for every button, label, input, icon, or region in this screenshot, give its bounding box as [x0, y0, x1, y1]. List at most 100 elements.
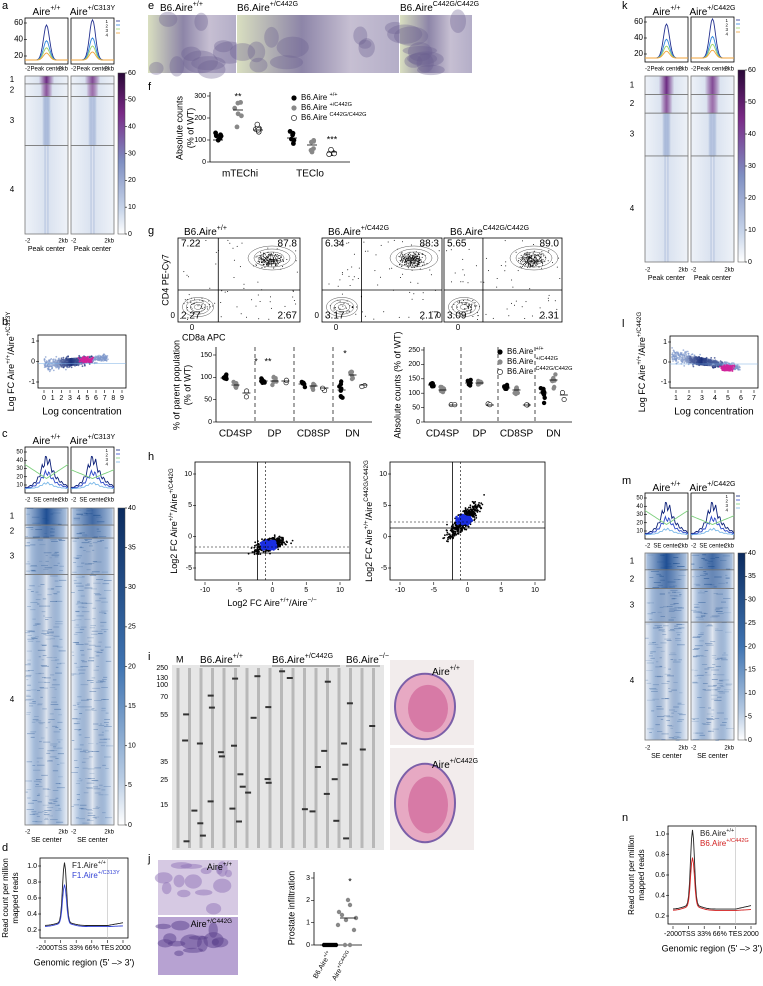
heatmap-texture — [714, 700, 721, 701]
heatmap-texture — [85, 585, 90, 586]
y-tick-label: 1.0 — [27, 863, 37, 870]
point — [276, 538, 278, 540]
heatmap-texture — [672, 738, 677, 739]
heatmap-texture — [71, 772, 78, 773]
heatmap-texture — [650, 658, 654, 659]
heatmap-texture — [678, 703, 682, 704]
heatmap-texture — [76, 616, 83, 617]
text-part: F1.Aire — [72, 871, 98, 880]
heatmap-texture — [705, 591, 708, 592]
event — [221, 316, 222, 317]
event — [342, 274, 343, 275]
event — [407, 265, 408, 266]
point — [543, 396, 547, 400]
tissue-lobe — [359, 40, 372, 49]
event — [399, 256, 400, 257]
heatmap-texture — [76, 510, 81, 511]
cluster-label: 3 — [630, 600, 635, 609]
heatmap-texture — [100, 681, 106, 682]
heatmap-texture — [97, 541, 102, 542]
tissue-lobe — [214, 40, 233, 52]
heatmap-texture — [25, 632, 30, 633]
heatmap-texture — [105, 817, 112, 818]
event — [380, 277, 381, 278]
x-label: 2kb — [724, 544, 734, 550]
x-label: SE center — [697, 753, 728, 760]
event — [216, 252, 217, 253]
heatmap-texture — [85, 752, 90, 753]
event — [476, 265, 477, 266]
event — [527, 259, 528, 260]
heatmap-texture — [89, 546, 93, 547]
heatmap-texture — [32, 517, 40, 518]
event — [413, 258, 414, 259]
point — [58, 367, 60, 369]
event — [462, 259, 463, 260]
point — [672, 360, 674, 362]
x-tick-label: 66% — [85, 945, 99, 952]
point — [477, 380, 481, 384]
heatmap-texture — [60, 566, 65, 567]
event — [529, 256, 530, 257]
x-tick-label: 4 — [77, 395, 81, 402]
event — [522, 240, 523, 241]
heatmap-texture — [718, 583, 725, 584]
heatmap-texture — [53, 746, 56, 747]
event — [524, 259, 525, 260]
event — [543, 259, 544, 260]
heatmap-texture — [50, 539, 56, 540]
y-tick-label: 20 — [16, 474, 23, 480]
heatmap-texture — [44, 678, 51, 679]
heatmap-texture — [712, 655, 716, 656]
heatmap-texture — [31, 591, 34, 592]
event — [471, 309, 472, 310]
event — [214, 303, 215, 304]
heatmap-texture — [704, 573, 708, 574]
heatmap-texture — [90, 625, 96, 626]
event — [526, 254, 527, 255]
heatmap-texture — [41, 775, 48, 776]
heatmap-texture — [91, 573, 94, 574]
heatmap-texture — [27, 561, 29, 562]
event — [532, 265, 533, 266]
heatmap-texture — [714, 587, 717, 588]
heatmap-texture — [669, 710, 675, 711]
heatmap-texture — [667, 676, 674, 677]
point — [291, 141, 296, 146]
event — [511, 303, 512, 304]
colorbar — [738, 553, 745, 740]
heatmap-texture — [672, 598, 676, 599]
heatmap-texture — [96, 517, 102, 518]
point — [44, 365, 46, 367]
heatmap-texture — [92, 710, 97, 711]
heatmap-texture — [53, 680, 57, 681]
heatmap-texture — [58, 748, 63, 749]
heatmap-texture — [32, 722, 36, 723]
quadrant-value: 6.34 — [325, 239, 345, 250]
point — [254, 549, 256, 551]
heatmap-texture — [651, 571, 659, 572]
heatmap-texture — [73, 674, 80, 675]
heatmap-texture — [48, 589, 54, 590]
event — [188, 276, 189, 277]
heatmap-texture — [53, 513, 61, 514]
event — [540, 307, 541, 308]
panel-letter: g — [148, 225, 154, 237]
event — [401, 253, 402, 254]
point — [289, 137, 294, 142]
heatmap-texture — [46, 555, 48, 556]
panel-letter: k — [622, 0, 628, 12]
heatmap-texture — [81, 655, 84, 656]
point — [339, 379, 343, 383]
event — [227, 240, 228, 241]
event — [354, 276, 355, 277]
x-label: 2kb — [104, 239, 114, 245]
heatmap-texture — [716, 611, 723, 612]
heatmap-texture — [661, 698, 669, 699]
heatmap-texture — [38, 802, 42, 803]
heatmap-texture — [679, 594, 681, 595]
heatmap-texture — [677, 566, 685, 567]
heatmap-texture — [705, 650, 709, 651]
heatmap-texture — [702, 723, 706, 724]
heatmap-texture — [724, 689, 731, 690]
